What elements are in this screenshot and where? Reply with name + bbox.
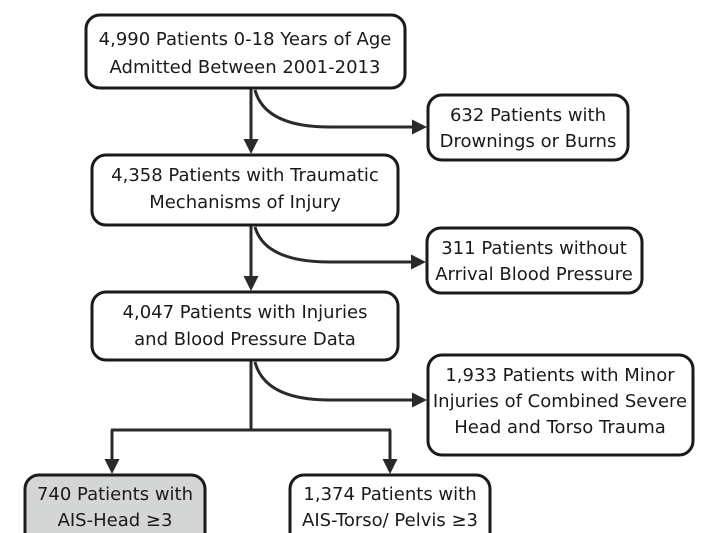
node-box bbox=[84, 13, 407, 90]
node-text: 632 Patients with bbox=[450, 105, 606, 126]
node-text: AIS-Head ≥3 bbox=[58, 510, 173, 531]
node-box bbox=[90, 290, 400, 362]
arrow bbox=[253, 226, 426, 270]
node-text: and Blood Pressure Data bbox=[134, 329, 356, 350]
node-text: 4,047 Patients with Injuries bbox=[123, 302, 368, 323]
node-text: Admitted Between 2001-2013 bbox=[110, 57, 381, 78]
arrow bbox=[253, 89, 427, 135]
node-text: Arrival Blood Pressure bbox=[435, 264, 633, 285]
node-text: 4,358 Patients with Traumatic bbox=[111, 165, 379, 186]
node-box bbox=[90, 153, 400, 227]
node-text: 4,990 Patients 0-18 Years of Age bbox=[99, 29, 392, 50]
node-text: 1,374 Patients with bbox=[303, 484, 476, 505]
node-text: Injuries of Combined Severe bbox=[433, 391, 687, 412]
node-box bbox=[23, 473, 207, 533]
node-text: 1,933 Patients with Minor bbox=[445, 365, 675, 386]
node-text: Drownings or Burns bbox=[440, 131, 617, 152]
node-text: 311 Patients without bbox=[441, 238, 627, 259]
node-text: Head and Torso Trauma bbox=[454, 417, 666, 438]
node-text: 740 Patients with bbox=[37, 484, 193, 505]
node-text: Mechanisms of Injury bbox=[149, 192, 341, 213]
node-box bbox=[426, 93, 630, 162]
arrow bbox=[253, 361, 427, 408]
node-box bbox=[426, 353, 695, 457]
connectors bbox=[104, 88, 427, 474]
node-box bbox=[425, 226, 644, 295]
node-box bbox=[288, 473, 492, 533]
node-text: AIS-Torso/ Pelvis ≥3 bbox=[302, 510, 478, 531]
